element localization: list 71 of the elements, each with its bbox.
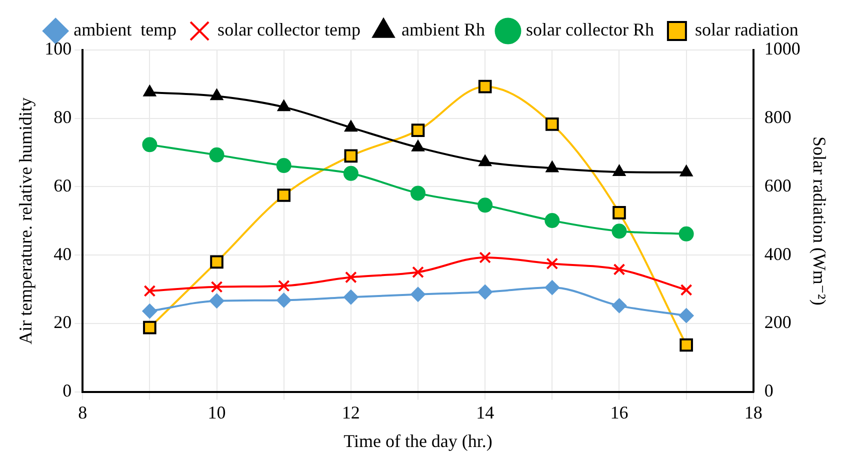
- point: [612, 206, 626, 220]
- point: [612, 164, 626, 176]
- point: [412, 266, 424, 278]
- point: [343, 166, 358, 181]
- x-tick-label: 8: [78, 402, 88, 422]
- y2-axis-title: Solar radiation (Wm⁻²): [809, 136, 830, 306]
- point: [344, 271, 357, 284]
- point: [276, 292, 292, 308]
- point: [143, 84, 156, 96]
- point: [680, 284, 692, 296]
- point: [479, 252, 492, 264]
- y-tick-label: 0: [62, 380, 72, 401]
- point: [478, 80, 492, 94]
- point: [277, 100, 290, 112]
- point: [344, 120, 358, 132]
- legend-label: ambient Rh: [402, 20, 486, 40]
- point: [680, 338, 693, 352]
- y-tick-label: 100: [44, 38, 72, 59]
- point: [209, 147, 224, 162]
- y2-tick-label: 400: [764, 244, 792, 264]
- point: [144, 285, 156, 297]
- point: [276, 158, 292, 174]
- point: [209, 293, 224, 308]
- point: [410, 186, 426, 201]
- point: [678, 308, 694, 324]
- point: [210, 280, 223, 293]
- point: [411, 124, 425, 137]
- point: [478, 154, 492, 166]
- x-tick-label: 10: [208, 402, 226, 422]
- legend-label: solar collector temp: [218, 20, 361, 40]
- point: [343, 290, 358, 305]
- y2-tick-label: 1000: [764, 38, 800, 59]
- y2-tick-label: 600: [764, 175, 792, 196]
- point: [410, 286, 426, 302]
- point: [612, 224, 627, 239]
- y-tick-label: 80: [54, 107, 72, 128]
- y-axis-title: Air temperature. relative humidity: [16, 97, 36, 344]
- point: [278, 280, 290, 292]
- point: [210, 88, 224, 100]
- point: [544, 213, 560, 228]
- x-tick-label: 12: [342, 402, 360, 422]
- point: [142, 304, 158, 319]
- y-tick-label: 40: [54, 244, 72, 264]
- point: [143, 320, 156, 334]
- point: [411, 140, 425, 152]
- legend-label: solar radiation: [694, 20, 798, 40]
- y-tick-label: 60: [54, 175, 72, 196]
- point: [544, 280, 560, 296]
- x-tick-label: 16: [610, 402, 628, 422]
- point: [680, 164, 693, 176]
- point: [142, 137, 158, 152]
- point: [546, 118, 559, 131]
- point: [546, 258, 558, 270]
- point: [478, 284, 493, 300]
- y2-tick-label: 200: [764, 312, 792, 332]
- point: [546, 160, 559, 172]
- point: [344, 149, 358, 163]
- y2-tick-label: 800: [764, 107, 792, 128]
- legend-label: ambient temp: [74, 20, 177, 40]
- x-axis-title: Time of the day (hr.): [344, 430, 492, 451]
- x-tick-label: 14: [476, 402, 494, 422]
- point: [613, 263, 626, 276]
- y-tick-label: 20: [54, 312, 72, 332]
- y2-tick-label: 0: [764, 380, 774, 401]
- point: [612, 298, 627, 314]
- legend-label: solar collector Rh: [526, 20, 654, 40]
- point: [210, 255, 224, 269]
- x-tick-label: 18: [744, 402, 762, 422]
- point: [277, 188, 290, 202]
- point: [678, 226, 694, 242]
- point: [478, 198, 493, 213]
